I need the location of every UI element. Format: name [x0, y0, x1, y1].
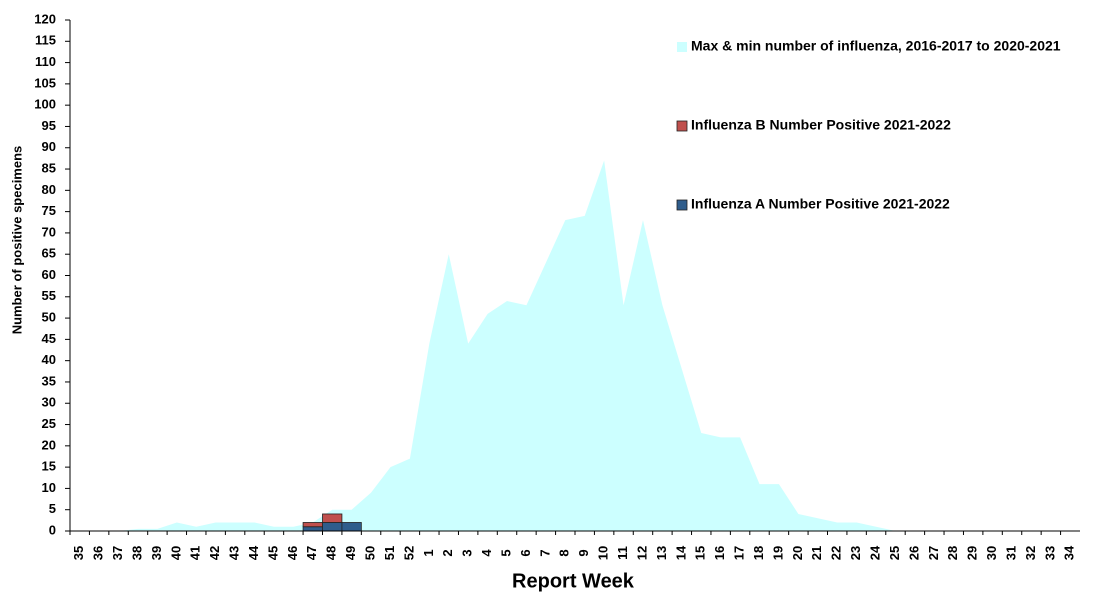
y-tick-label: 10 [42, 480, 56, 495]
y-tick-label: 20 [42, 437, 56, 452]
x-tick-label: 36 [91, 546, 106, 560]
y-tick-label: 30 [42, 395, 56, 410]
x-tick-label: 45 [265, 546, 280, 560]
x-tick-label: 15 [693, 546, 708, 560]
x-tick-label: 17 [732, 546, 747, 560]
x-tick-label: 50 [362, 546, 377, 560]
range-area [79, 160, 1071, 531]
bar [302, 522, 323, 528]
x-tick-label: 20 [790, 546, 805, 560]
x-tick-label: 43 [227, 546, 242, 560]
x-tick-label: 48 [324, 546, 339, 560]
x-tick-label: 4 [479, 549, 494, 557]
y-tick-label: 5 [49, 501, 56, 516]
y-tick-label: 40 [42, 352, 56, 367]
y-tick-label: 80 [42, 182, 56, 197]
y-tick-label: 75 [42, 203, 56, 218]
x-tick-label: 26 [906, 546, 921, 560]
x-tick-label: 29 [965, 546, 980, 560]
y-tick-label: 25 [42, 416, 56, 431]
x-tick-label: 27 [926, 546, 941, 560]
x-tick-label: 24 [867, 545, 882, 560]
y-tick-label: 55 [42, 288, 56, 303]
x-tick-label: 40 [168, 546, 183, 560]
y-tick-label: 50 [42, 310, 56, 325]
y-tick-label: 115 [35, 33, 56, 48]
x-tick-label: 28 [945, 546, 960, 560]
bar [322, 522, 343, 532]
x-tick-label: 47 [304, 546, 319, 560]
y-tick-label: 60 [42, 267, 56, 282]
x-tick-label: 22 [829, 546, 844, 560]
x-tick-label: 32 [1023, 546, 1038, 560]
x-tick-label: 2 [440, 549, 455, 556]
x-tick-label: 41 [188, 546, 203, 560]
x-tick-label: 12 [634, 546, 649, 560]
x-tick-label: 35 [71, 546, 86, 560]
y-tick-label: 105 [34, 75, 56, 90]
bar [302, 526, 323, 532]
x-axis-title: Report Week [512, 570, 635, 592]
x-tick-label: 31 [1003, 546, 1018, 560]
legend-label: Influenza B Number Positive 2021-2022 [691, 117, 951, 133]
y-tick-label: 65 [42, 246, 56, 261]
legend-label: Max & min number of influenza, 2016-2017… [691, 38, 1061, 54]
x-tick-label: 8 [557, 549, 572, 556]
bar [341, 522, 362, 532]
y-tick-label: 85 [42, 160, 56, 175]
y-tick-label: 35 [42, 373, 56, 388]
x-tick-label: 42 [207, 546, 222, 560]
x-tick-label: 30 [984, 546, 999, 560]
y-tick-label: 15 [42, 459, 56, 474]
x-tick-label: 13 [654, 546, 669, 560]
x-tick-label: 39 [149, 546, 164, 560]
x-tick-label: 18 [751, 546, 766, 560]
x-tick-label: 1 [421, 549, 436, 556]
y-tick-label: 90 [42, 139, 56, 154]
y-tick-label: 0 [49, 522, 56, 537]
x-tick-label: 3 [460, 549, 475, 556]
x-tick-label: 16 [712, 546, 727, 560]
x-tick-label: 51 [382, 546, 397, 560]
y-tick-label: 110 [35, 54, 56, 69]
x-tick-label: 21 [809, 546, 824, 560]
x-tick-label: 52 [401, 546, 416, 560]
x-tick-label: 6 [518, 549, 533, 556]
y-axis-title: Number of positive specimens [9, 146, 24, 335]
x-tick-label: 49 [343, 546, 358, 560]
legend-swatch [676, 120, 688, 132]
x-tick-label: 9 [576, 549, 591, 556]
legend-label: Influenza A Number Positive 2021-2022 [691, 196, 950, 212]
x-tick-label: 34 [1062, 545, 1077, 560]
y-tick-label: 70 [42, 224, 56, 239]
x-tick-label: 14 [673, 545, 688, 560]
x-tick-label: 37 [110, 546, 125, 560]
x-tick-label: 11 [615, 546, 630, 560]
x-tick-label: 19 [770, 546, 785, 560]
legend-swatch [677, 42, 687, 52]
x-tick-label: 33 [1042, 546, 1057, 560]
y-tick-label: 100 [34, 97, 56, 112]
x-tick-label: 44 [246, 545, 261, 560]
x-tick-label: 5 [498, 549, 513, 556]
legend-swatch [676, 199, 688, 211]
bar [322, 513, 343, 523]
x-tick-label: 23 [848, 546, 863, 560]
x-tick-label: 46 [285, 546, 300, 560]
y-tick-label: 120 [34, 11, 56, 26]
x-tick-label: 38 [129, 546, 144, 560]
x-tick-label: 7 [537, 549, 552, 556]
x-tick-label: 10 [596, 546, 611, 560]
y-tick-label: 45 [42, 331, 56, 346]
y-tick-label: 95 [42, 118, 56, 133]
x-tick-label: 25 [887, 546, 902, 560]
